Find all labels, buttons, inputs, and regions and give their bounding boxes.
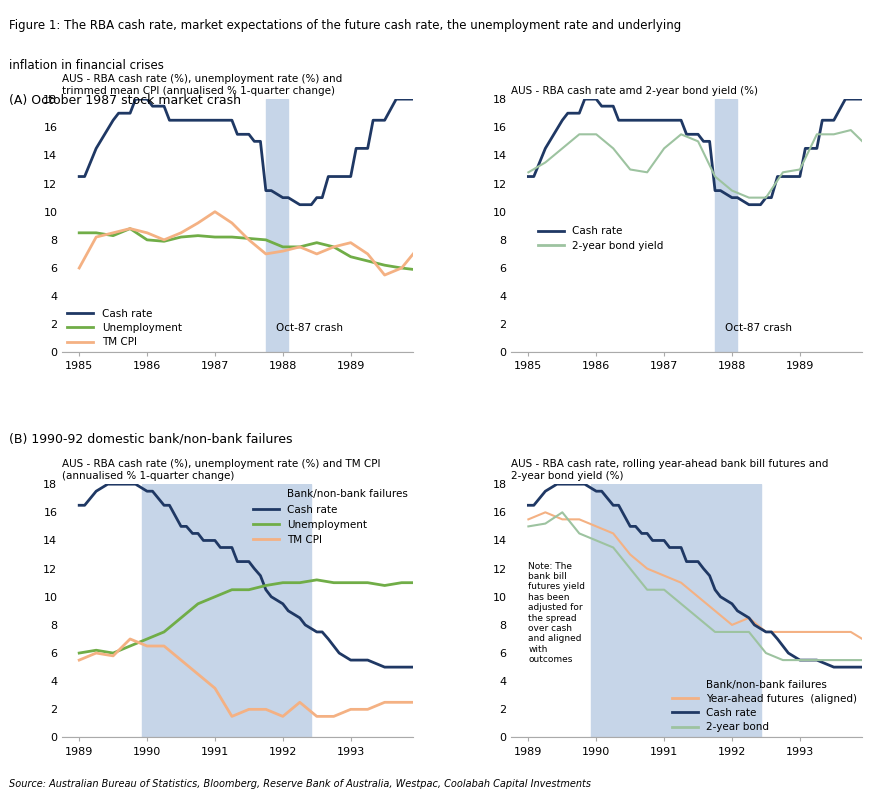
Legend: Cash rate, Unemployment, TM CPI: Cash rate, Unemployment, TM CPI xyxy=(68,309,182,347)
Text: AUS - RBA cash rate, rolling year-ahead bank bill futures and
2-year bond yield : AUS - RBA cash rate, rolling year-ahead … xyxy=(511,459,829,481)
Legend: Bank/non-bank failures, Cash rate, Unemployment, TM CPI: Bank/non-bank failures, Cash rate, Unemp… xyxy=(252,489,408,545)
Text: Note: The
bank bill
futures yield
has been
adjusted for
the spread
over cash
and: Note: The bank bill futures yield has be… xyxy=(528,561,585,665)
Text: AUS - RBA cash rate (%), unemployment rate (%) and
trimmed mean CPI (annualised : AUS - RBA cash rate (%), unemployment ra… xyxy=(62,74,342,96)
Text: Oct-87 crash: Oct-87 crash xyxy=(276,324,343,333)
Bar xyxy=(266,99,288,352)
Bar xyxy=(141,485,311,737)
Bar xyxy=(715,99,738,352)
Text: AUS - RBA cash rate amd 2-year bond yield (%): AUS - RBA cash rate amd 2-year bond yiel… xyxy=(511,86,758,96)
Text: AUS - RBA cash rate (%), unemployment rate (%) and TM CPI
(annualised % 1-quarte: AUS - RBA cash rate (%), unemployment ra… xyxy=(62,459,380,481)
Legend: Bank/non-bank failures, Year-ahead futures  (aligned), Cash rate, 2-year bond: Bank/non-bank failures, Year-ahead futur… xyxy=(672,680,857,732)
Legend: Cash rate, 2-year bond yield: Cash rate, 2-year bond yield xyxy=(538,226,663,251)
Text: (B) 1990-92 domestic bank/non-bank failures: (B) 1990-92 domestic bank/non-bank failu… xyxy=(9,432,292,445)
Text: inflation in financial crises: inflation in financial crises xyxy=(9,59,164,72)
Bar xyxy=(591,485,760,737)
Text: Figure 1: The RBA cash rate, market expectations of the future cash rate, the un: Figure 1: The RBA cash rate, market expe… xyxy=(9,19,681,32)
Text: (A) October 1987 stock market crash: (A) October 1987 stock market crash xyxy=(9,94,241,106)
Text: Oct-87 crash: Oct-87 crash xyxy=(725,324,792,333)
Text: Source: Australian Bureau of Statistics, Bloomberg, Reserve Bank of Australia, W: Source: Australian Bureau of Statistics,… xyxy=(9,779,591,789)
